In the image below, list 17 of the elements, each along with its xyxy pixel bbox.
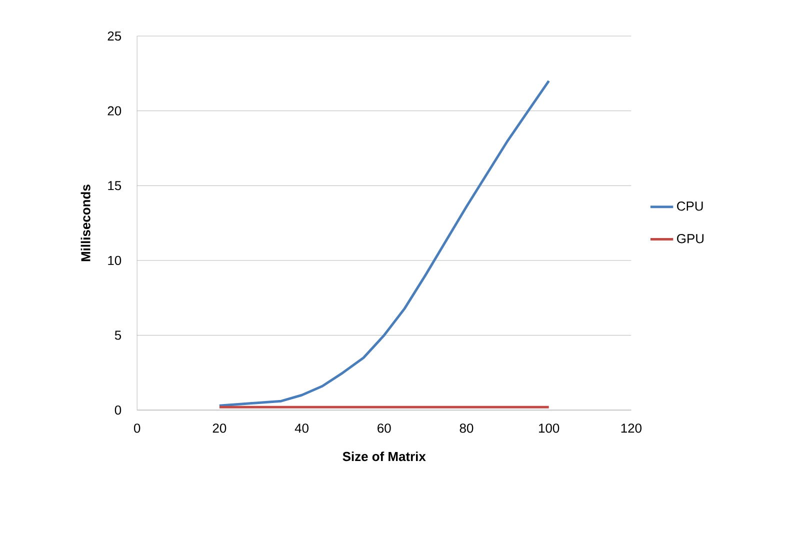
y-tick-label: 0 [114,405,122,415]
x-tick-label: 100 [539,424,560,433]
x-tick-label: 20 [212,424,226,433]
y-axis-title: Milliseconds [80,184,90,262]
x-tick-label: 60 [378,424,391,433]
y-tick-label: 20 [108,106,122,116]
y-tick-label: 5 [114,330,122,340]
legend-label: CPU [677,202,703,211]
legend-label: GPU [677,234,704,244]
x-tick-label: 120 [621,424,642,433]
x-tick-label: 80 [460,424,474,433]
y-tick-label: 10 [108,256,122,266]
x-axis-title: Size of Matrix [342,452,426,462]
y-tick-label: 15 [108,181,122,190]
y-tick-label: 25 [108,31,122,41]
x-tick-label: 40 [294,424,308,433]
x-tick-label: 0 [134,424,140,433]
